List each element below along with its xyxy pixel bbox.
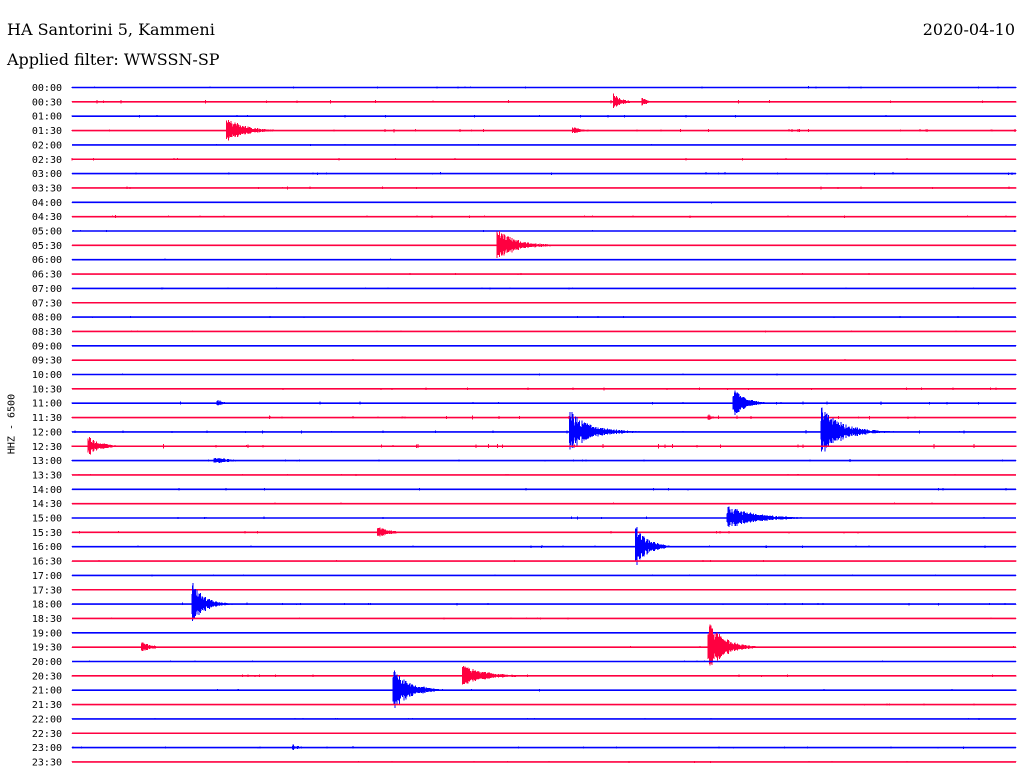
row-label-0100: 01:00 — [32, 112, 62, 123]
row-label-1430: 14:30 — [32, 499, 62, 510]
row-label-1900: 19:00 — [32, 628, 62, 639]
trace-row-1500 — [71, 506, 1017, 528]
row-label-1500: 15:00 — [32, 514, 62, 525]
trace-lines — [71, 86, 1017, 763]
row-label-1830: 18:30 — [32, 614, 62, 625]
row-label-2000: 20:00 — [32, 657, 62, 668]
row-label-0330: 03:30 — [32, 183, 62, 194]
row-label-1400: 14:00 — [32, 485, 62, 496]
row-label-1730: 17:30 — [32, 585, 62, 596]
row-label-0500: 05:00 — [32, 227, 62, 238]
row-label-0300: 03:00 — [32, 169, 62, 180]
station-title: HA Santorini 5, Kammeni — [7, 20, 215, 39]
trace-row-1800 — [71, 583, 1017, 622]
row-label-1030: 10:30 — [32, 384, 62, 395]
row-label-0130: 01:30 — [32, 126, 62, 137]
row-label-1100: 11:00 — [32, 399, 62, 410]
row-label-2130: 21:30 — [32, 700, 62, 711]
row-label-0630: 06:30 — [32, 270, 62, 281]
row-label-2330: 23:30 — [32, 757, 62, 768]
row-label-0830: 08:30 — [32, 327, 62, 338]
trace-row-1200 — [71, 407, 1017, 452]
row-label-1230: 12:30 — [32, 442, 62, 453]
row-label-2100: 21:00 — [32, 686, 62, 697]
trace-row-0530 — [71, 230, 1017, 258]
row-label-1630: 16:30 — [32, 557, 62, 568]
row-label-2200: 22:00 — [32, 714, 62, 725]
row-label-0930: 09:30 — [32, 356, 62, 367]
row-label-0900: 09:00 — [32, 341, 62, 352]
row-label-0430: 04:30 — [32, 212, 62, 223]
row-label-0200: 02:00 — [32, 140, 62, 151]
row-label-1130: 11:30 — [32, 413, 62, 424]
row-label-1930: 19:30 — [32, 643, 62, 654]
row-label-2030: 20:30 — [32, 671, 62, 682]
row-label-0700: 07:00 — [32, 284, 62, 295]
row-label-1330: 13:30 — [32, 470, 62, 481]
row-labels: 00:00 00:30 01:00 01:30 02:00 02:30 03:00 03:30… — [32, 83, 62, 768]
row-label-1700: 17:00 — [32, 571, 62, 582]
row-label-1530: 15:30 — [32, 528, 62, 539]
row-label-2230: 22:30 — [32, 729, 62, 740]
date-label: 2020-04-10 — [922, 20, 1015, 39]
filter-label: Applied filter: WWSSN-SP — [7, 50, 220, 69]
row-label-1200: 12:00 — [32, 427, 62, 438]
row-label-0530: 05:30 — [32, 241, 62, 252]
row-label-0230: 02:30 — [32, 155, 62, 166]
row-label-0000: 00:00 — [32, 83, 62, 94]
row-label-1600: 16:00 — [32, 542, 62, 553]
row-label-1000: 10:00 — [32, 370, 62, 381]
row-label-1300: 13:00 — [32, 456, 62, 467]
row-label-0730: 07:30 — [32, 298, 62, 309]
row-label-2300: 23:00 — [32, 743, 62, 754]
row-label-0030: 00:30 — [32, 97, 62, 108]
trace-row-1930 — [71, 624, 1017, 666]
row-label-1800: 18:00 — [32, 600, 62, 611]
trace-row-0030 — [71, 93, 1017, 108]
row-label-0800: 08:00 — [32, 313, 62, 324]
row-label-0600: 06:00 — [32, 255, 62, 266]
row-label-0400: 04:00 — [32, 198, 62, 209]
